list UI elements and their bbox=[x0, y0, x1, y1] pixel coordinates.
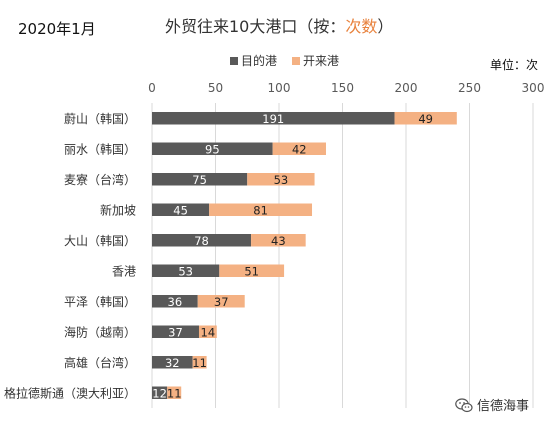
data-label: 14 bbox=[201, 325, 216, 339]
data-label: 32 bbox=[165, 356, 180, 370]
bar-segment bbox=[251, 234, 306, 247]
bar-segment bbox=[209, 203, 313, 216]
chart-title-highlight: 次数 bbox=[345, 17, 378, 36]
bar-segment bbox=[152, 295, 198, 308]
bar-segment bbox=[152, 234, 252, 247]
legend-item-series-2: 开来港 bbox=[292, 52, 339, 69]
category-label: 高雄（台湾） bbox=[64, 355, 136, 370]
bar-segment bbox=[394, 112, 457, 125]
chart-title: 外贸往来10大港口（按：次数） bbox=[165, 13, 393, 37]
data-label: 53 bbox=[178, 264, 193, 278]
x-tick-label: 250 bbox=[458, 81, 481, 95]
data-label: 51 bbox=[244, 264, 259, 278]
bar-segment bbox=[152, 203, 210, 216]
bar-segment bbox=[198, 325, 217, 338]
bar-segment bbox=[219, 264, 285, 277]
data-label: 78 bbox=[194, 234, 209, 248]
data-label: 12 bbox=[152, 386, 167, 400]
data-label: 191 bbox=[262, 112, 284, 126]
data-label: 95 bbox=[205, 142, 220, 156]
bar-segment bbox=[272, 142, 326, 155]
legend-swatch-series-2 bbox=[292, 57, 300, 65]
category-label: 麦寮（台湾） bbox=[64, 172, 136, 187]
bar-segment bbox=[152, 142, 273, 155]
legend-swatch-series-1 bbox=[230, 57, 238, 65]
x-tick-label: 150 bbox=[331, 81, 354, 95]
bar-segment bbox=[152, 173, 248, 186]
data-label: 36 bbox=[168, 295, 183, 309]
data-label: 81 bbox=[253, 203, 268, 217]
bar-segment bbox=[192, 356, 207, 369]
category-label: 平泽（韩国） bbox=[64, 294, 136, 309]
data-label: 37 bbox=[214, 295, 229, 309]
x-tick-label: 100 bbox=[268, 81, 291, 95]
category-label: 蔚山（韩国） bbox=[64, 111, 136, 126]
bar-segment bbox=[152, 356, 193, 369]
category-label: 格拉德斯通（澳大利亚） bbox=[4, 385, 136, 400]
data-label: 42 bbox=[292, 142, 307, 156]
x-tick-label: 300 bbox=[522, 81, 545, 95]
legend-label-series-2: 开来港 bbox=[303, 54, 340, 68]
category-label: 海防（越南） bbox=[64, 324, 136, 339]
watermark: 信德海事 bbox=[455, 395, 529, 417]
data-label: 53 bbox=[274, 173, 289, 187]
data-label: 37 bbox=[168, 325, 183, 339]
data-label: 43 bbox=[271, 234, 286, 248]
wechat-icon bbox=[455, 398, 473, 417]
data-label: 11 bbox=[167, 386, 182, 400]
x-tick-label: 200 bbox=[395, 81, 418, 95]
data-label: 45 bbox=[173, 203, 188, 217]
chart-title-main: 外贸往来10大港口（按： bbox=[165, 17, 346, 36]
category-label: 新加坡 bbox=[100, 202, 136, 217]
chart-title-suffix: ） bbox=[377, 17, 394, 36]
bar-segment bbox=[152, 325, 199, 338]
legend-label-series-1: 目的港 bbox=[241, 54, 278, 68]
x-tick-label: 50 bbox=[208, 81, 223, 95]
bar-segment bbox=[152, 264, 220, 277]
bar-segment bbox=[197, 295, 245, 308]
data-label: 75 bbox=[192, 173, 207, 187]
data-label: 11 bbox=[192, 356, 207, 370]
category-label: 丽水（韩国） bbox=[64, 141, 136, 156]
unit-label: 单位：次 bbox=[490, 58, 539, 72]
watermark-text: 信德海事 bbox=[477, 399, 530, 414]
data-label: 49 bbox=[418, 112, 433, 126]
date-label: 2020年1月 bbox=[18, 20, 96, 38]
bar-segment bbox=[167, 386, 182, 399]
legend-item-series-1: 目的港 bbox=[230, 52, 277, 69]
category-label: 大山（韩国） bbox=[64, 233, 136, 248]
bar-segment bbox=[152, 112, 395, 125]
x-tick-label: 0 bbox=[148, 81, 156, 95]
bar-segment bbox=[247, 173, 315, 186]
bar-segment bbox=[152, 386, 168, 399]
category-label: 香港 bbox=[112, 264, 136, 278]
